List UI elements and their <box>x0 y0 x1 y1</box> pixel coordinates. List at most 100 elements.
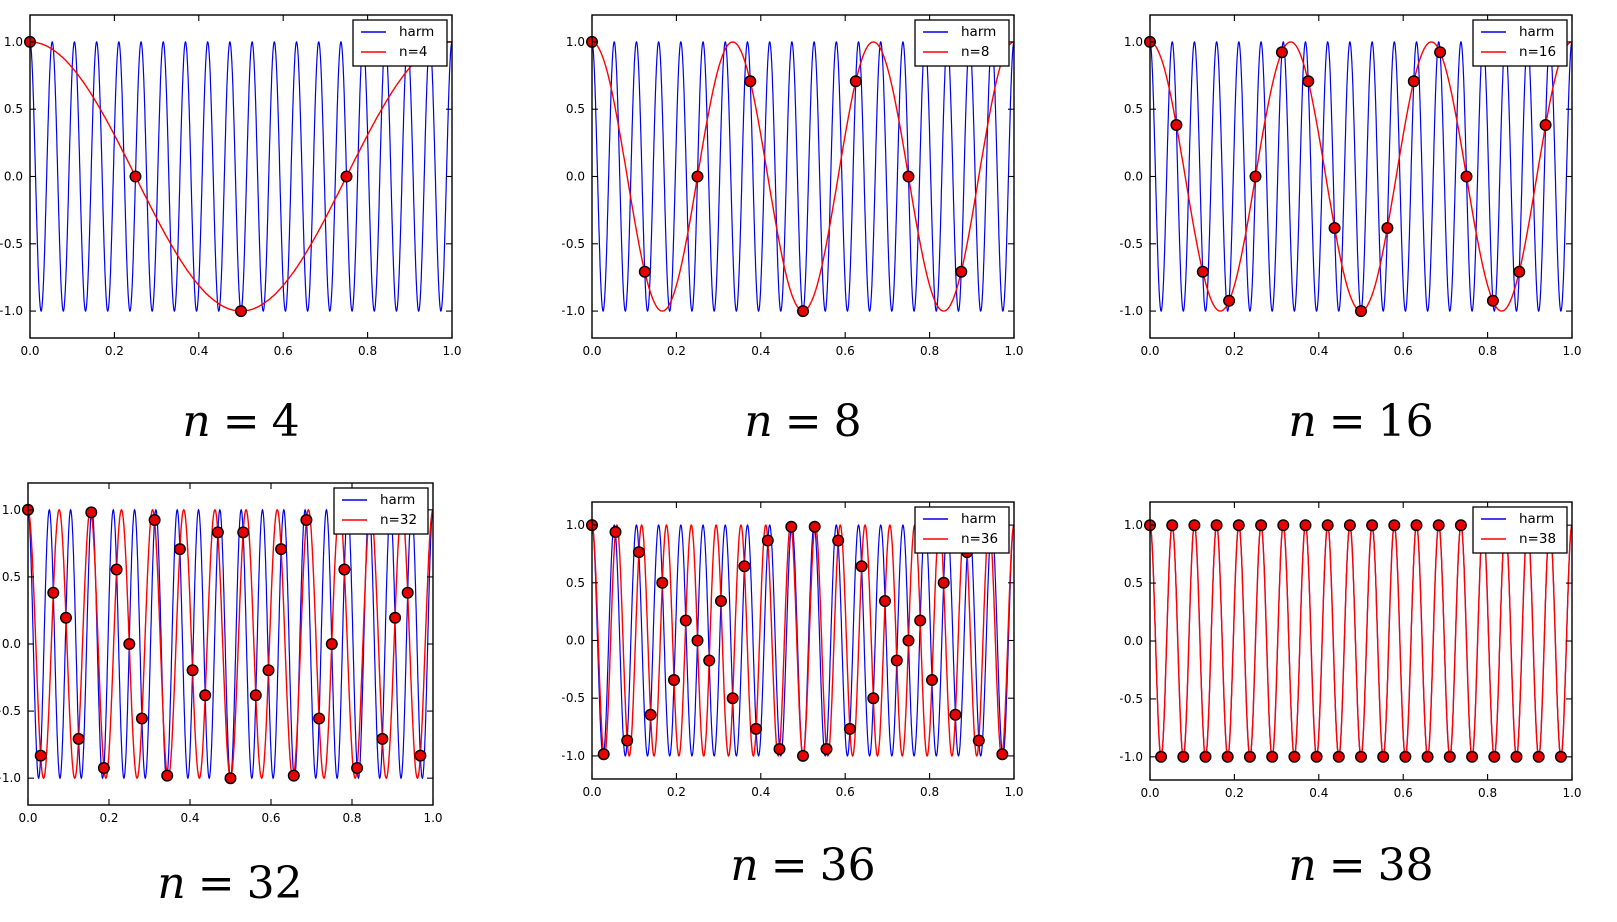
sample-dot <box>1539 118 1552 131</box>
sample-dot <box>110 563 123 576</box>
x-tick-label: 0.0 <box>582 344 601 358</box>
caption-value: 16 <box>1377 396 1434 447</box>
caption-value: 36 <box>819 840 876 891</box>
legend-label: n=38 <box>1519 531 1556 547</box>
sample-dot <box>703 654 716 667</box>
x-tick-label: 0.0 <box>20 344 39 358</box>
legend-label: n=16 <box>1519 44 1556 60</box>
sample-dot <box>135 712 148 725</box>
x-tick-label: 0.0 <box>18 811 37 825</box>
legend-box <box>914 506 1010 554</box>
caption-variable: n <box>744 396 773 447</box>
chart-n32-svg: 0.0 0.2 0.4 0.6 0.8 1.0 −1.0 −0.5 0.0 0.5 1.0 harm n… <box>0 482 443 825</box>
sample-dot <box>161 769 174 782</box>
subplot-n36: 0.0 0.2 0.4 0.6 0.8 1.0 −1.0 −0.5 0.0 0.5 1.0 harm n… <box>562 489 1024 809</box>
chart-n4-svg: 0.0 0.2 0.4 0.6 0.8 1.0 −1.0 −0.5 0.0 0.5 1.0 harm n… <box>0 14 462 358</box>
sample-dot <box>1177 750 1190 763</box>
caption-equals: = <box>197 858 235 909</box>
caption-equals: = <box>222 396 260 447</box>
sample-dot <box>351 762 364 775</box>
sample-dot <box>597 748 610 761</box>
x-tick-label: 0.6 <box>274 344 293 358</box>
legend-label: harm <box>961 24 996 40</box>
sample-dot <box>1532 750 1545 763</box>
sample-dot <box>609 526 622 539</box>
sample-dot <box>1466 750 1479 763</box>
x-tick-label: 0.4 <box>1309 344 1328 358</box>
x-tick-label: 1.0 <box>1562 344 1581 358</box>
sample-dot <box>1166 519 1179 532</box>
sample-dot <box>855 560 868 573</box>
y-tick-label: 0.5 <box>2 570 21 584</box>
sample-dot <box>338 563 351 576</box>
axis-ticks <box>1149 502 1573 780</box>
x-tick-label: 1.0 <box>1004 344 1023 358</box>
x-tick-label: 1.0 <box>1562 786 1581 800</box>
sample-dot <box>691 634 704 647</box>
sample-dot <box>1277 519 1290 532</box>
y-tick-label: 0.0 <box>1124 634 1143 648</box>
sample-dot <box>97 762 110 775</box>
sample-dot <box>796 305 809 318</box>
chart-n16-svg: 0.0 0.2 0.4 0.6 0.8 1.0 −1.0 −0.5 0.0 0.5 1.0 harm n… <box>1120 14 1582 358</box>
y-tick-label: −1.0 <box>1120 304 1143 318</box>
sample-dot <box>867 692 880 705</box>
sample-dot <box>1243 750 1256 763</box>
sample-dot <box>234 305 247 318</box>
y-tick-label: 0.5 <box>1124 576 1143 590</box>
y-tick-label: −1.0 <box>0 304 23 318</box>
sample-dot <box>1443 750 1456 763</box>
legend-label: harm <box>1519 511 1554 527</box>
sample-dot <box>820 742 833 755</box>
sample-dot <box>85 506 98 519</box>
caption-value: 38 <box>1377 840 1434 891</box>
x-tick-label: 0.8 <box>920 785 939 799</box>
y-tick-label: −0.5 <box>1120 237 1143 251</box>
sample-dot <box>60 611 73 624</box>
legend-label: n=8 <box>961 44 989 60</box>
sample-dot <box>1321 519 1334 532</box>
sample-dot <box>955 265 968 278</box>
sample-dot <box>1513 265 1526 278</box>
sample-dot <box>785 520 798 533</box>
legend-label: harm <box>1519 24 1554 40</box>
y-tick-label: −1.0 <box>562 304 585 318</box>
x-tick-label: 0.2 <box>105 344 124 358</box>
x-tick-label: 0.6 <box>836 344 855 358</box>
legend-label: harm <box>380 492 415 508</box>
subplot-caption-n4: n = 4 <box>71 396 411 447</box>
y-tick-label: 1.0 <box>566 518 585 532</box>
legend: harm n=32 <box>333 487 429 535</box>
sample-dot <box>186 664 199 677</box>
caption-equals: = <box>1328 396 1366 447</box>
sample-dot <box>744 75 757 88</box>
y-tick-label: 0.0 <box>566 170 585 184</box>
x-tick-label: 0.0 <box>1140 344 1159 358</box>
x-tick-label: 0.6 <box>1394 786 1413 800</box>
harm-curve <box>29 40 453 313</box>
sample-dot <box>726 692 739 705</box>
sample-dot <box>34 749 47 762</box>
caption-value: 8 <box>833 396 862 447</box>
alias-curve <box>1149 524 1573 758</box>
caption-variable: n <box>182 396 211 447</box>
x-tick-label: 0.6 <box>261 811 280 825</box>
sample-dot <box>211 526 224 539</box>
sample-dot <box>1332 750 1345 763</box>
sample-dot <box>738 560 751 573</box>
sample-dot <box>667 673 680 686</box>
sample-dot <box>808 520 821 533</box>
sample-dots <box>586 35 968 318</box>
sample-dot <box>1221 750 1234 763</box>
sample-dot <box>849 75 862 88</box>
sample-dot <box>1354 750 1367 763</box>
sample-dot <box>1232 519 1245 532</box>
caption-value: 4 <box>271 396 300 447</box>
sample-dot <box>1199 750 1212 763</box>
legend-label: n=32 <box>380 512 417 528</box>
sample-dot <box>1488 750 1501 763</box>
sample-dot <box>1299 519 1312 532</box>
sample-dot <box>1196 265 1209 278</box>
sample-dots <box>22 503 427 785</box>
subplot-caption-n16: n = 16 <box>1191 396 1531 447</box>
